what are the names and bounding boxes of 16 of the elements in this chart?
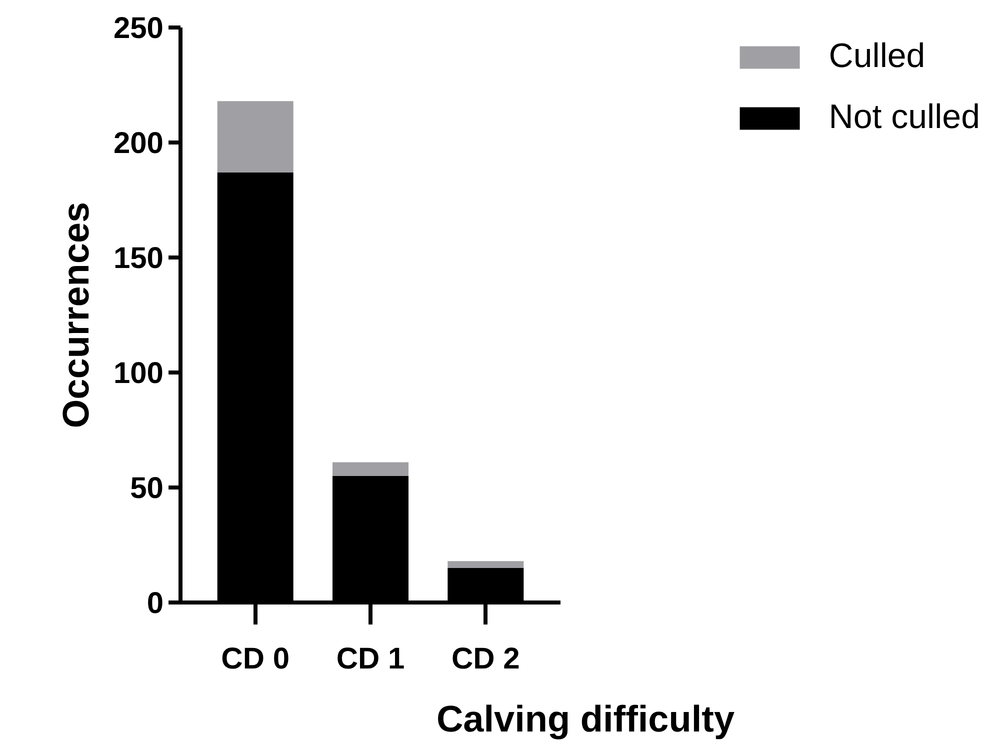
bar xyxy=(448,561,524,568)
y-tick-label: 250 xyxy=(113,12,164,45)
legend-label: Not culled xyxy=(828,98,980,137)
y-tick-label: 50 xyxy=(130,472,164,505)
y-tick-label: 150 xyxy=(113,242,164,275)
x-tick-label: CD 0 xyxy=(221,642,290,676)
bar xyxy=(332,462,408,476)
y-tick-label: 100 xyxy=(113,357,164,390)
x-tick-label: CD 1 xyxy=(336,642,405,676)
legend-label: Culled xyxy=(828,37,926,76)
x-tick-label: CD 2 xyxy=(451,642,520,676)
bar xyxy=(217,101,294,172)
y-axis-title: Occurrences xyxy=(55,202,96,428)
y-tick-label: 200 xyxy=(113,127,164,160)
x-axis-title: Calving difficulty xyxy=(436,698,735,740)
y-tick-label: 0 xyxy=(146,587,164,620)
